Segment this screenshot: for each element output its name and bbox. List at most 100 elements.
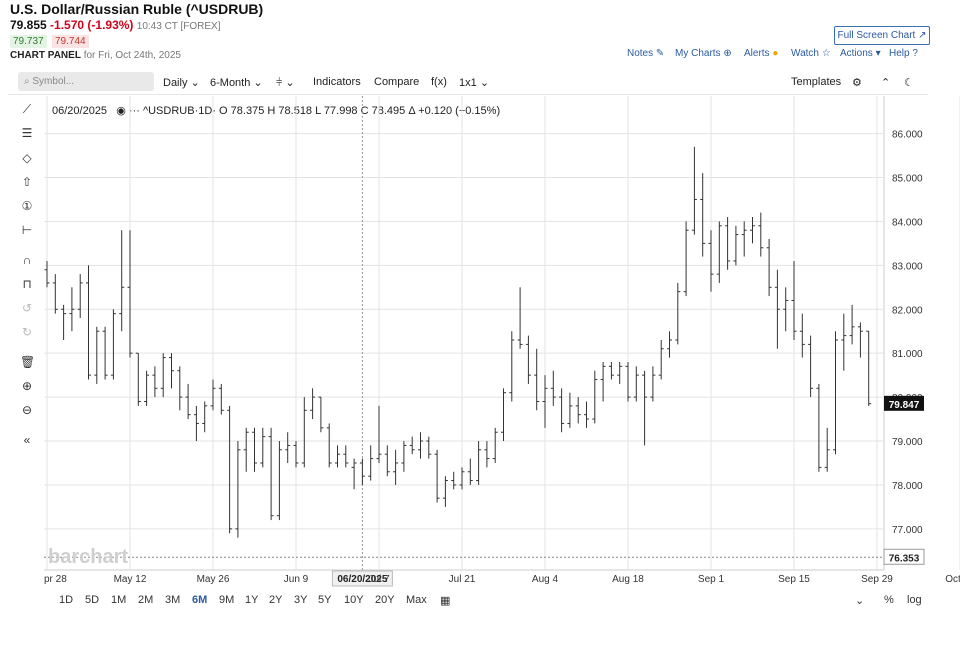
x-tick-label: Sep 15 <box>778 574 810 585</box>
range-button-1y[interactable]: 1Y <box>245 594 259 606</box>
x-tick-label: Oct 13 <box>945 574 960 585</box>
my-charts-link[interactable]: My Charts ⊕ <box>675 48 732 59</box>
layout-dropdown[interactable]: 1x1 ⌄ <box>459 76 489 89</box>
trash-icon[interactable]: 🗑 <box>20 355 36 369</box>
range-button-10y[interactable]: 10Y <box>344 594 364 606</box>
range-button-6m[interactable]: 6M <box>192 594 208 606</box>
legend-date: 06/20/2025 <box>52 105 108 117</box>
measure-tool-icon[interactable]: ⊢ <box>21 223 33 237</box>
templates-button[interactable]: Templates <box>791 76 842 88</box>
shape-tool-icon[interactable]: ◇ <box>22 151 32 165</box>
range-button-3y[interactable]: 3Y <box>294 594 308 606</box>
lock-icon[interactable]: ⊓ <box>22 277 32 291</box>
notes-link[interactable]: Notes ✎ <box>627 48 664 59</box>
y-tick-label: 81.000 <box>892 349 923 360</box>
zoom-in-icon[interactable]: ⊕ <box>21 379 33 393</box>
layout-label: 1x1 <box>459 77 477 89</box>
y-tick-label: 77.000 <box>892 525 923 536</box>
star-icon: ☆ <box>821 48 831 59</box>
eye-icon[interactable]: ◉ <box>116 105 126 117</box>
last-price-tag-label: 79.847 <box>889 400 920 411</box>
caret-down-icon: ▾ <box>875 48 881 59</box>
watch-link[interactable]: Watch ☆ <box>791 48 831 59</box>
help-link[interactable]: Help ? <box>889 48 918 59</box>
chart-toolbar <box>8 70 928 95</box>
magnet-icon[interactable]: ∩ <box>22 253 32 267</box>
help-icon: ? <box>912 48 918 59</box>
alerts-link[interactable]: Alerts ● <box>744 48 778 59</box>
period-dropdown[interactable]: 6-Month ⌄ <box>210 76 263 89</box>
barchart-watermark: barchart <box>48 546 128 568</box>
fibonacci-tool-icon[interactable]: ☰ <box>21 126 33 140</box>
range-button-20y[interactable]: 20Y <box>375 594 395 606</box>
x-tick-label: Jun 9 <box>284 574 309 585</box>
range-button-2m[interactable]: 2M <box>138 594 154 606</box>
redo-icon[interactable]: ↻ <box>21 325 33 339</box>
indicators-button[interactable]: Indicators <box>313 76 361 88</box>
ohlc-bars-icon: ⫩ <box>276 77 283 89</box>
low-price-tag <box>883 548 925 565</box>
range-button-5y[interactable]: 5Y <box>318 594 332 606</box>
percent-toggle[interactable]: % <box>884 594 894 606</box>
y-tick-label: 86.000 <box>892 130 923 141</box>
symbol-search-input[interactable]: ⌕ Symbol... <box>18 72 154 91</box>
range-button-1m[interactable]: 1M <box>111 594 127 606</box>
zoom-out-icon[interactable]: ⊖ <box>21 403 33 417</box>
calendar-icon[interactable]: ▦ <box>440 595 451 607</box>
help-label: Help <box>889 48 910 59</box>
crosshair-date-label: 06/20/2025 <box>337 574 387 585</box>
legend-open-label: O <box>219 105 228 117</box>
log-toggle[interactable]: log <box>907 594 922 606</box>
range-button-3m[interactable]: 3M <box>165 594 181 606</box>
collapse-up-icon[interactable]: ⌃ <box>881 77 891 89</box>
interval-dropdown[interactable]: Daily ⌄ <box>163 76 200 89</box>
arrow-tool-icon[interactable]: ⇧ <box>21 175 33 189</box>
compare-button[interactable]: Compare <box>374 76 420 88</box>
legend-close: 78.495 <box>371 105 406 117</box>
my-charts-label: My Charts <box>675 48 721 59</box>
interval-label: Daily <box>163 77 188 89</box>
range-button-1d[interactable]: 1D <box>59 594 74 606</box>
ask-badge: 79.744 <box>52 35 89 48</box>
quote-line: 79.855 -1.570 (-1.93%) 10:43 CT [FOREX] <box>10 18 221 32</box>
annotation-tool-icon[interactable]: ① <box>21 199 33 213</box>
x-tick-label: Aug 4 <box>532 574 559 585</box>
range-button-9m[interactable]: 9M <box>219 594 235 606</box>
y-tick-label: 79.000 <box>892 437 923 448</box>
actions-menu[interactable]: Actions ▾ <box>840 48 881 59</box>
range-button-2y[interactable]: 2Y <box>269 594 283 606</box>
legend-symbol: ^USDRUB <box>142 105 195 117</box>
full-screen-chart-button[interactable]: Full Screen Chart ↗ <box>834 26 930 45</box>
y-tick-label: 82.000 <box>892 305 923 316</box>
legend-high-label: H <box>267 105 276 117</box>
dark-mode-icon[interactable]: ☾ <box>904 77 914 89</box>
x-tick-label: May 12 <box>114 574 147 585</box>
range-button-5d[interactable]: 5D <box>85 594 100 606</box>
collapse-sidebar-icon[interactable]: « <box>23 433 31 447</box>
ohlc-legend: 06/20/2025 ◉ ··· ^USDRUB·1D· O 78.375 H … <box>52 105 501 117</box>
legend-high: 78.518 <box>278 105 313 117</box>
period-label: 6-Month <box>210 77 251 89</box>
x-tick-label: Jul 7 <box>368 574 390 585</box>
legend-close-label: C <box>360 105 369 117</box>
y-tick-label: 78.000 <box>892 481 923 492</box>
legend-interval: 1D <box>198 105 213 117</box>
alert-icon: ● <box>772 48 779 59</box>
fx-button[interactable]: f(x) <box>431 76 447 88</box>
chevron-down-icon[interactable]: ⌄ <box>855 595 865 607</box>
legend-low: 77.998 <box>323 105 358 117</box>
x-tick-label: Jul 21 <box>449 574 476 585</box>
bid-badge: 79.737 <box>10 35 47 48</box>
gear-icon[interactable]: ⚙ <box>852 77 862 89</box>
chevron-down-icon: ⌄ <box>253 77 263 89</box>
notes-label: Notes <box>627 48 654 59</box>
crosshair-date-box <box>331 570 393 587</box>
instrument-title: U.S. Dollar/Russian Ruble (^USDRUB) <box>10 1 264 17</box>
undo-icon[interactable]: ↺ <box>21 301 33 315</box>
bar-type-dropdown[interactable]: ⫩ ⌄ <box>276 76 295 90</box>
chevron-down-icon: ⌄ <box>285 77 295 89</box>
range-button-max[interactable]: Max <box>406 594 427 606</box>
watch-label: Watch <box>791 48 819 59</box>
line-tool-icon[interactable]: ⟋ <box>22 102 32 116</box>
